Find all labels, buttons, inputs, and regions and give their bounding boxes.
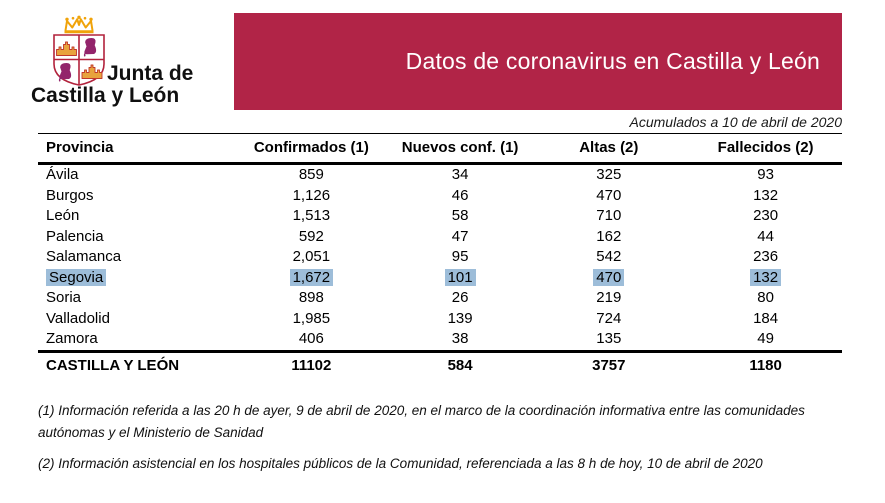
cell-confirmados: 1,985: [292, 309, 331, 327]
cell-nuevos: 26: [451, 289, 469, 306]
footnote-2: (2) Información asistencial en los hospi…: [38, 456, 763, 471]
total-fallecidos: 1180: [749, 356, 782, 374]
jcyl-logo: Junta de Castilla y León: [30, 12, 210, 108]
accumulated-date-subtitle: Acumulados a 10 de abril de 2020: [629, 114, 842, 130]
table-row: Valladolid 1,985 139 724 184: [38, 309, 842, 330]
cell-confirmados: 406: [298, 330, 324, 347]
cell-fallecidos: 230: [753, 207, 779, 224]
column-header-fallecidos: Fallecidos (2): [689, 133, 842, 165]
cell-confirmados: 859: [298, 166, 324, 183]
cell-provincia: Palencia: [46, 227, 104, 245]
logo-text-line1: Junta de: [107, 62, 194, 85]
cell-altas: 470: [593, 268, 625, 286]
cell-nuevos: 95: [451, 248, 469, 265]
cell-confirmados: 1,513: [292, 207, 331, 224]
cell-altas: 135: [596, 330, 622, 347]
cell-fallecidos: 93: [757, 166, 774, 183]
logo-text-line2: Castilla y León: [31, 84, 180, 107]
total-confirmados: 11102: [291, 356, 332, 374]
cell-confirmados: 1,672: [289, 268, 334, 286]
table-header-row: Provincia Confirmados (1) Nuevos conf. (…: [38, 133, 842, 165]
title-banner: Datos de coronavirus en Castilla y León: [234, 13, 842, 110]
table-total-row: CASTILLA Y LEÓN 11102 584 3757 1180: [38, 349, 842, 377]
total-provincia: CASTILLA Y LEÓN: [46, 356, 180, 374]
column-header-provincia: Provincia: [38, 133, 231, 165]
cell-altas: 710: [596, 207, 622, 224]
coronavirus-data-table: Provincia Confirmados (1) Nuevos conf. (…: [38, 133, 842, 377]
footnote-1: (1) Información referida a las 20 h de a…: [38, 403, 805, 440]
cell-provincia: Zamora: [46, 330, 98, 347]
cell-nuevos: 38: [451, 330, 469, 347]
total-altas: 3757: [592, 356, 626, 374]
total-nuevos: 584: [447, 356, 473, 374]
cell-fallecidos: 184: [753, 309, 779, 327]
cell-fallecidos: 132: [753, 186, 779, 204]
table-row: Ávila 859 34 325 93: [38, 164, 842, 186]
page-title: Datos de coronavirus en Castilla y León: [405, 48, 820, 74]
table-row: Burgos 1,126 46 470 132: [38, 186, 842, 207]
cell-nuevos: 101: [444, 268, 476, 286]
cell-fallecidos: 44: [757, 227, 774, 245]
jcyl-coat-of-arms-icon: [53, 15, 105, 86]
table-row: Zamora 406 38 135 49: [38, 329, 842, 351]
cell-fallecidos: 49: [757, 330, 774, 347]
cell-altas: 724: [596, 309, 622, 327]
cell-provincia: Soria: [46, 289, 82, 306]
cell-nuevos: 58: [451, 207, 469, 224]
cell-provincia: Salamanca: [46, 248, 122, 265]
cell-altas: 219: [596, 289, 622, 306]
cell-altas: 325: [596, 166, 622, 183]
cell-fallecidos: 132: [750, 268, 782, 286]
cell-altas: 162: [596, 227, 622, 245]
cell-confirmados: 592: [298, 227, 324, 245]
cell-nuevos: 139: [447, 309, 473, 327]
table-row: Soria 898 26 219 80: [38, 288, 842, 309]
cell-nuevos: 47: [451, 227, 469, 245]
table-row: Salamanca 2,051 95 542 236: [38, 247, 842, 268]
cell-fallecidos: 80: [757, 289, 774, 306]
cell-provincia: Ávila: [46, 166, 79, 183]
cell-nuevos: 46: [451, 186, 469, 204]
cell-provincia: Valladolid: [46, 309, 110, 327]
cell-altas: 470: [596, 186, 622, 204]
cell-provincia: Burgos: [46, 186, 94, 204]
cell-nuevos: 34: [451, 166, 469, 183]
cell-fallecidos: 236: [753, 248, 779, 265]
table-row: León 1,513 58 710 230: [38, 206, 842, 227]
cell-altas: 542: [596, 248, 622, 265]
cell-confirmados: 2,051: [292, 248, 331, 265]
table-row: Palencia 592 47 162 44: [38, 227, 842, 248]
cell-confirmados: 1,126: [292, 186, 331, 204]
cell-confirmados: 898: [298, 289, 324, 306]
table-row-segovia-highlighted: Segovia 1,672 101 470 132: [38, 268, 842, 289]
cell-provincia: León: [46, 207, 80, 224]
column-header-confirmados: Confirmados (1): [230, 133, 392, 165]
column-header-altas: Altas (2): [528, 133, 690, 165]
column-header-nuevos: Nuevos conf. (1): [391, 133, 529, 165]
cell-provincia: Segovia: [46, 268, 107, 286]
